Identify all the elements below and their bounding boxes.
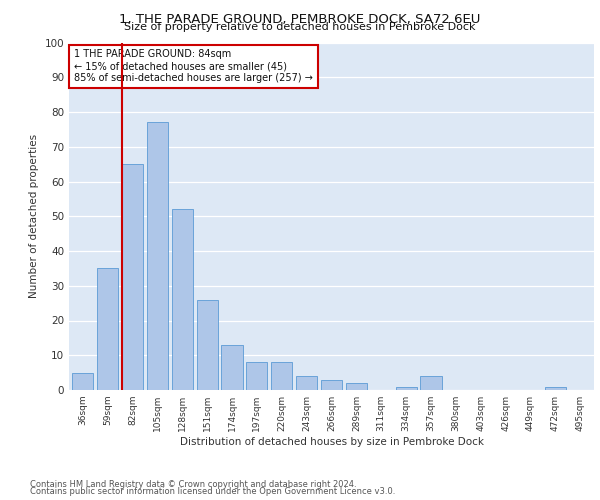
Bar bbox=[122, 164, 143, 390]
Text: 1, THE PARADE GROUND, PEMBROKE DOCK, SA72 6EU: 1, THE PARADE GROUND, PEMBROKE DOCK, SA7… bbox=[119, 12, 481, 26]
Bar bbox=[97, 268, 118, 390]
Text: Size of property relative to detached houses in Pembroke Dock: Size of property relative to detached ho… bbox=[124, 22, 476, 32]
Bar bbox=[346, 383, 367, 390]
Text: 1 THE PARADE GROUND: 84sqm
← 15% of detached houses are smaller (45)
85% of semi: 1 THE PARADE GROUND: 84sqm ← 15% of deta… bbox=[74, 50, 313, 82]
Bar bbox=[296, 376, 317, 390]
X-axis label: Distribution of detached houses by size in Pembroke Dock: Distribution of detached houses by size … bbox=[179, 437, 484, 447]
Bar bbox=[321, 380, 342, 390]
Text: Contains HM Land Registry data © Crown copyright and database right 2024.: Contains HM Land Registry data © Crown c… bbox=[30, 480, 356, 489]
Bar bbox=[545, 386, 566, 390]
Text: Contains public sector information licensed under the Open Government Licence v3: Contains public sector information licen… bbox=[30, 487, 395, 496]
Bar bbox=[271, 362, 292, 390]
Bar bbox=[421, 376, 442, 390]
Bar bbox=[72, 372, 93, 390]
Bar bbox=[395, 386, 417, 390]
Bar bbox=[246, 362, 268, 390]
Y-axis label: Number of detached properties: Number of detached properties bbox=[29, 134, 39, 298]
Bar bbox=[197, 300, 218, 390]
Bar bbox=[147, 122, 168, 390]
Bar bbox=[221, 345, 242, 390]
Bar bbox=[172, 210, 193, 390]
